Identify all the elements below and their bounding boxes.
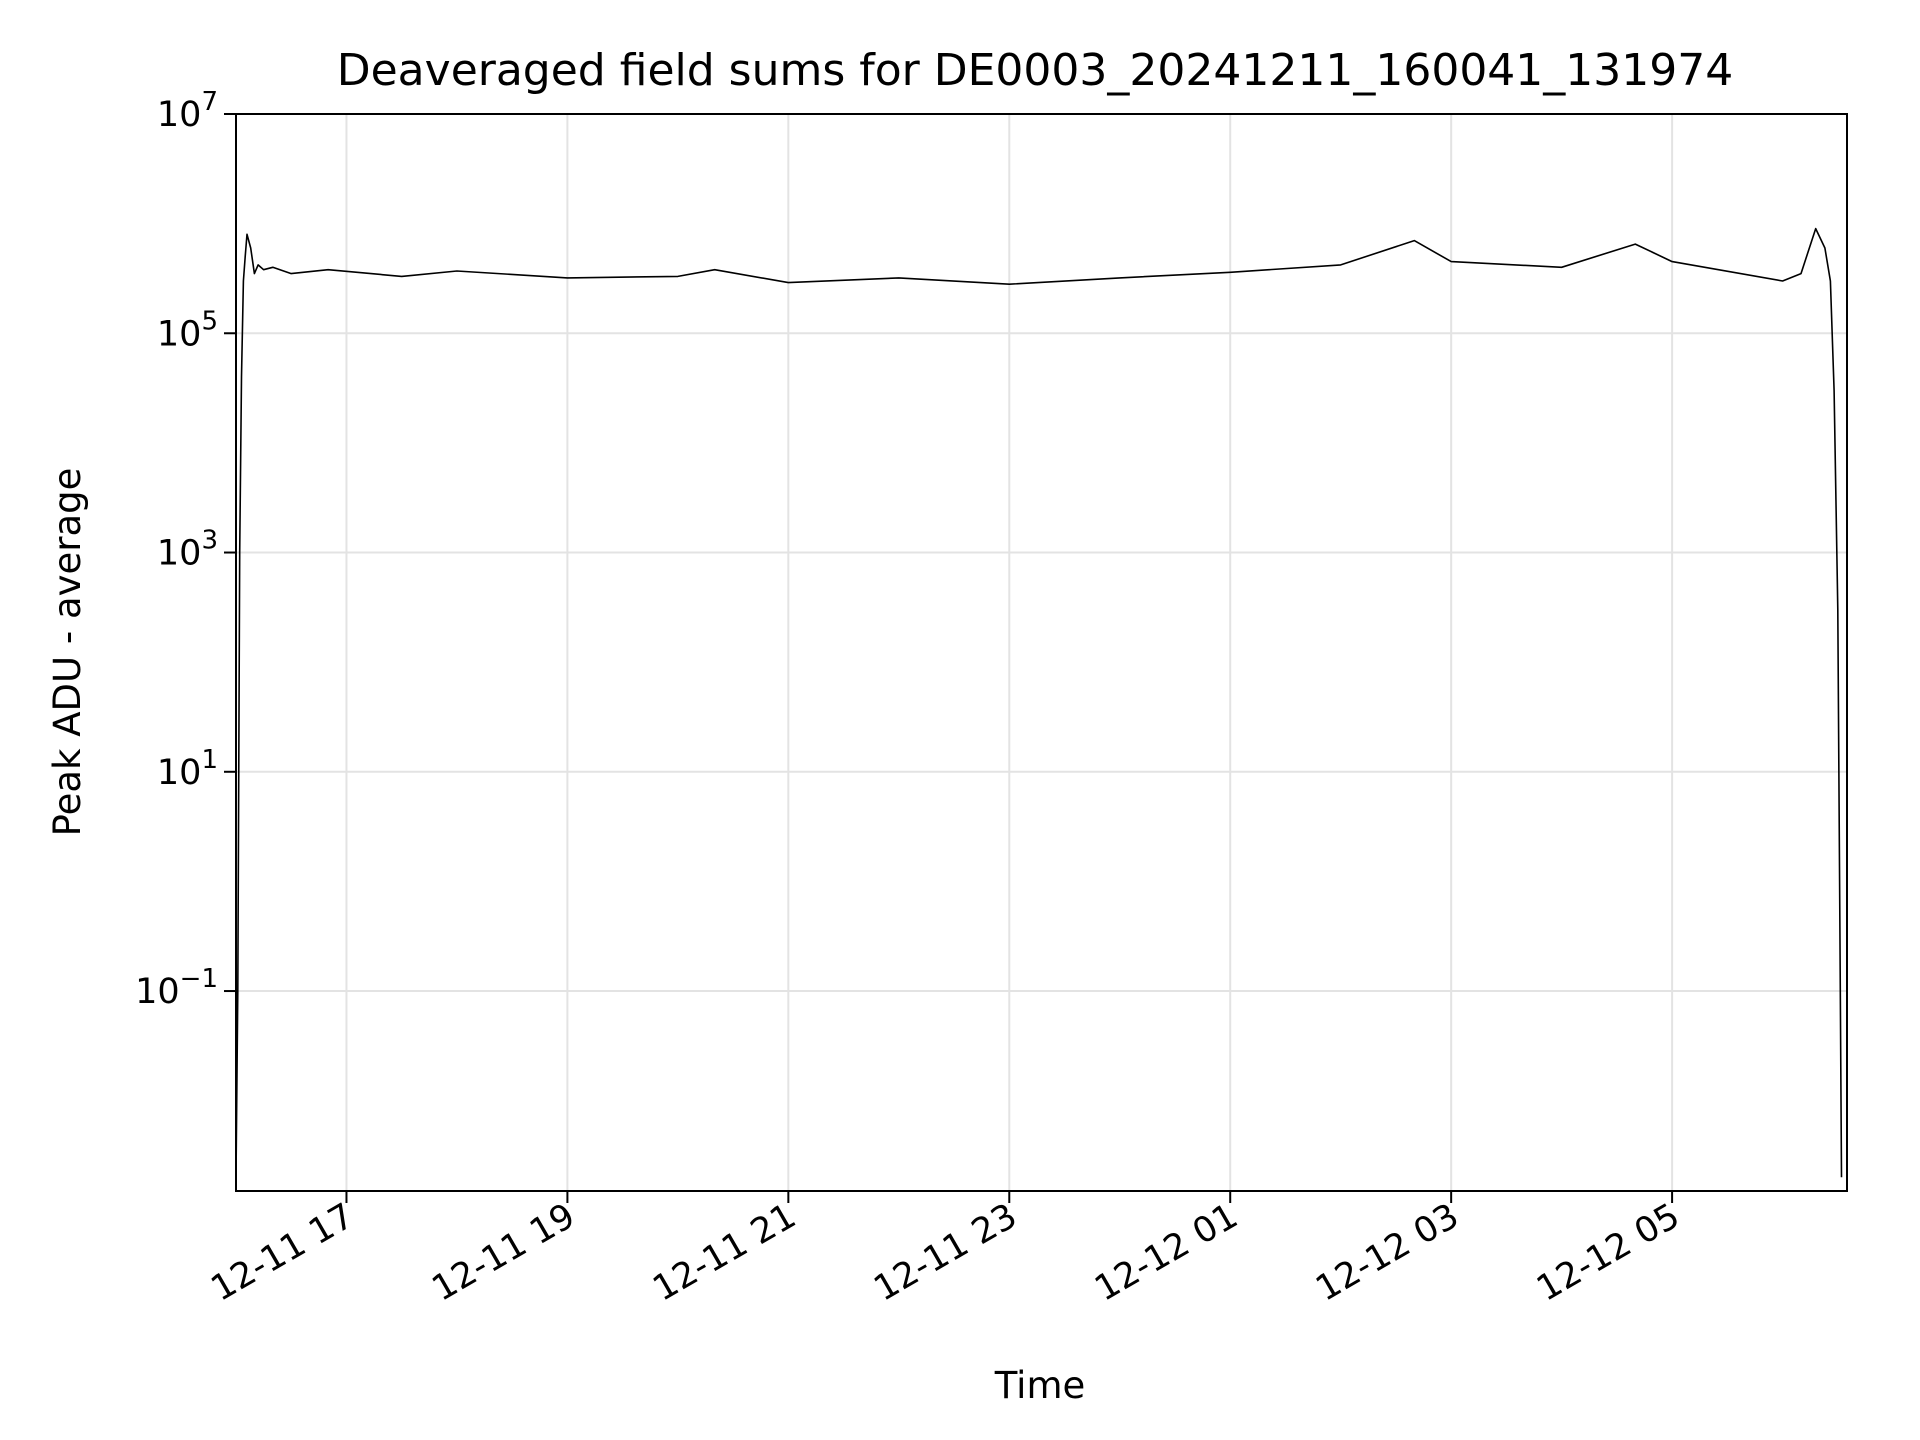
y-tick-exponent: 3 — [201, 526, 218, 556]
x-tick-label: 12-12 01 — [1088, 1196, 1244, 1309]
y-tick-label: 101 — [157, 745, 218, 793]
y-tick-label: 10−1 — [135, 964, 218, 1012]
y-tick-exponent: −1 — [180, 964, 218, 994]
series-line — [235, 227, 1843, 1178]
axis-ticks: 12-11 17 12-11 19 12-11 21 12-11 23 12-12 01… — [135, 87, 1686, 1309]
y-tick-exponent: 5 — [201, 306, 218, 336]
plot-frame — [235, 113, 1848, 1192]
y-tick-base: 10 — [157, 314, 202, 354]
y-tick-label: 105 — [157, 306, 218, 354]
y-tick-exponent: 1 — [201, 745, 218, 775]
x-tick-label: 12-11 21 — [647, 1196, 803, 1309]
y-tick-base: 10 — [157, 95, 202, 135]
y-axis-label: Peak ADU - average — [46, 468, 89, 837]
y-tick-label: 107 — [157, 87, 218, 135]
x-tick-label: 12-11 19 — [426, 1196, 582, 1309]
chart-title: Deaveraged field sums for DE0003_2024121… — [337, 45, 1734, 96]
y-tick-base: 10 — [135, 972, 180, 1012]
y-tick-label: 103 — [157, 526, 218, 574]
y-tick-exponent: 7 — [201, 87, 218, 117]
series-layer — [235, 227, 1843, 1178]
y-tick-base: 10 — [157, 753, 202, 793]
grid — [236, 113, 1847, 1191]
x-tick-label: 12-11 17 — [205, 1196, 361, 1309]
x-axis-label: Time — [994, 1364, 1086, 1407]
x-tick-label: 12-11 23 — [867, 1196, 1023, 1309]
y-tick-base: 10 — [157, 534, 202, 574]
x-tick-label: 12-12 03 — [1309, 1196, 1465, 1309]
x-tick-label: 12-12 05 — [1530, 1196, 1686, 1309]
